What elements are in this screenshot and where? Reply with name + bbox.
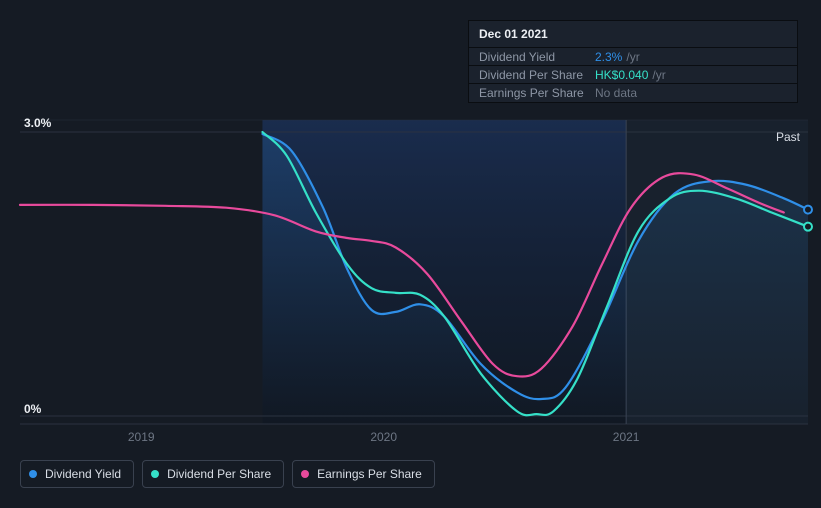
legend-dot xyxy=(151,470,159,478)
y-axis-label: 0% xyxy=(24,402,41,416)
tooltip-row: Earnings Per Share No data xyxy=(469,84,797,102)
legend-item-dividend-per-share[interactable]: Dividend Per Share xyxy=(142,460,284,488)
tooltip-key: Dividend Per Share xyxy=(479,68,595,82)
tooltip-key: Dividend Yield xyxy=(479,50,595,64)
x-axis-label: 2019 xyxy=(128,430,155,444)
tooltip-row: Dividend Per Share HK$0.040 /yr xyxy=(469,66,797,84)
x-axis-label: 2020 xyxy=(370,430,397,444)
legend-label: Earnings Per Share xyxy=(317,467,422,481)
tooltip-value: No data xyxy=(595,86,637,100)
legend-item-earnings-per-share[interactable]: Earnings Per Share xyxy=(292,460,435,488)
tooltip-value: HK$0.040 xyxy=(595,68,648,82)
legend-label: Dividend Yield xyxy=(45,467,121,481)
tooltip-unit: /yr xyxy=(652,68,665,82)
tooltip-unit: /yr xyxy=(626,50,639,64)
tooltip-row: Dividend Yield 2.3% /yr xyxy=(469,48,797,66)
x-axis-label: 2021 xyxy=(613,430,640,444)
legend-label: Dividend Per Share xyxy=(167,467,271,481)
tooltip-date: Dec 01 2021 xyxy=(469,27,797,48)
chart-legend: Dividend Yield Dividend Per Share Earnin… xyxy=(20,460,435,488)
legend-item-dividend-yield[interactable]: Dividend Yield xyxy=(20,460,134,488)
y-axis-label: 3.0% xyxy=(24,116,51,130)
chart-tooltip: Dec 01 2021 Dividend Yield 2.3% /yr Divi… xyxy=(468,20,798,103)
legend-dot xyxy=(29,470,37,478)
past-label: Past xyxy=(776,130,800,144)
tooltip-key: Earnings Per Share xyxy=(479,86,595,100)
tooltip-value: 2.3% xyxy=(595,50,622,64)
dividend-chart: Dec 01 2021 Dividend Yield 2.3% /yr Divi… xyxy=(0,0,821,508)
legend-dot xyxy=(301,470,309,478)
